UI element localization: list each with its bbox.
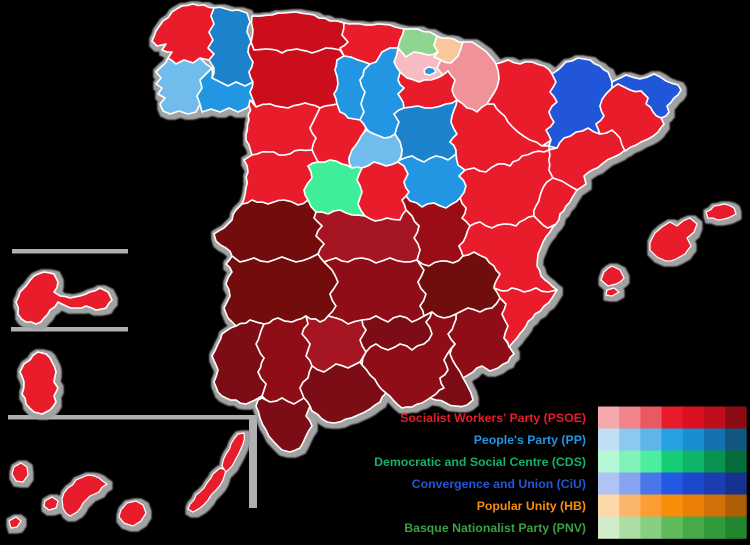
- svg-text:Democratic and Social Centre (: Democratic and Social Centre (CDS): [374, 455, 586, 469]
- svg-text:Socialist Workers' Party (PSOE: Socialist Workers' Party (PSOE): [400, 411, 586, 425]
- svg-text:Basque Nationalist Party (PNV): Basque Nationalist Party (PNV): [404, 521, 586, 535]
- svg-text:Popular Unity (HB): Popular Unity (HB): [477, 499, 586, 513]
- svg-text:Convergence and Union (CiU): Convergence and Union (CiU): [412, 477, 586, 491]
- svg-text:People's Party (PP): People's Party (PP): [474, 433, 586, 447]
